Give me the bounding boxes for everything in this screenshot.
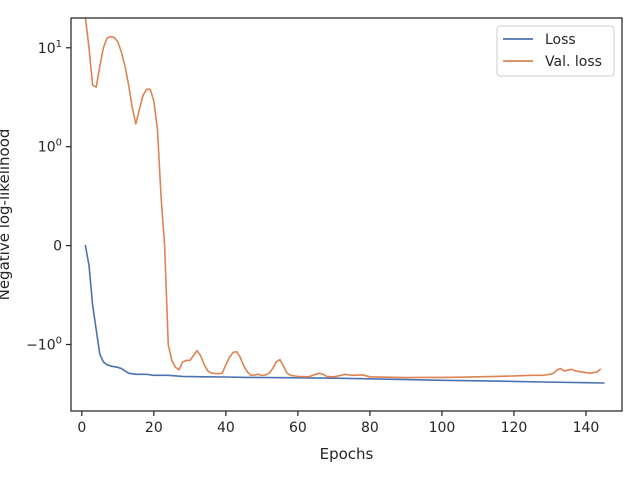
plot-background xyxy=(71,18,622,411)
series-line-val-loss xyxy=(84,17,602,379)
y-tick-label: 101 xyxy=(38,39,62,57)
legend-label-loss: Loss xyxy=(545,32,576,48)
y-tick-label: −100 xyxy=(26,336,62,354)
x-tick-label: 40 xyxy=(217,420,235,436)
x-tick-label: 0 xyxy=(77,420,86,436)
x-tick-label: 140 xyxy=(573,420,600,436)
x-tick-label: 80 xyxy=(361,420,379,436)
series-layer xyxy=(84,17,605,384)
x-tick-label: 100 xyxy=(429,420,456,436)
y-axis-ticks: 101 100 0 −100 xyxy=(26,39,71,354)
x-axis-label: Epochs xyxy=(320,445,374,463)
x-tick-label: 120 xyxy=(501,420,528,436)
plot-frame xyxy=(70,17,623,412)
x-axis-ticks: 0 20 40 60 80 100 120 140 xyxy=(77,411,599,436)
y-tick-label: 0 xyxy=(53,239,62,255)
y-tick-label: 100 xyxy=(38,138,62,156)
series-line-loss xyxy=(84,244,605,384)
y-axis-label: Negative log-likelihood xyxy=(0,129,13,301)
legend: Loss Val. loss xyxy=(496,25,615,77)
x-tick-label: 60 xyxy=(289,420,307,436)
legend-label-val-loss: Val. loss xyxy=(545,54,602,70)
x-tick-label: 20 xyxy=(145,420,163,436)
